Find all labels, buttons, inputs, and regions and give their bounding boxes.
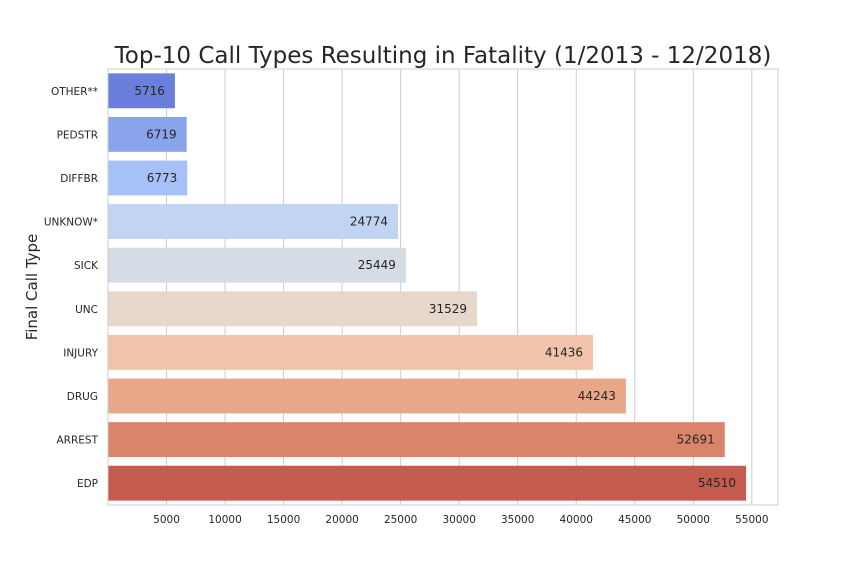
x-tick-label: 35000 — [501, 514, 534, 526]
y-tick-labels: OTHER** PEDSTR DIFFBR UNKNOW* SICK UNC INJURY D… — [44, 86, 99, 490]
data-label: 5716 — [134, 84, 165, 98]
bar — [108, 73, 175, 109]
y-tick-label: SICK — [74, 260, 99, 272]
x-tick-labels: 5000 10000 15000 20000 25000 30000 35000 40000 4… — [153, 514, 768, 526]
data-label: 6773 — [147, 171, 178, 185]
bar — [108, 378, 626, 414]
bar — [108, 465, 747, 501]
x-tick-label: 30000 — [442, 514, 475, 526]
data-label: 54510 — [698, 476, 736, 490]
x-tick-label: 50000 — [677, 514, 710, 526]
data-label: 31529 — [429, 302, 467, 316]
bar — [108, 422, 725, 458]
y-tick-label: INJURY — [63, 347, 98, 359]
y-tick-label: ARREST — [57, 435, 99, 447]
bar — [108, 204, 399, 240]
data-label: 52691 — [677, 433, 715, 447]
y-tick-label: PEDSTR — [57, 129, 98, 141]
bar — [108, 160, 188, 196]
data-labels: 5716 6719 6773 24774 25449 31529 41436 44243 526… — [134, 84, 736, 490]
bar — [108, 334, 594, 370]
bar — [108, 116, 187, 152]
bar — [108, 291, 478, 327]
y-tick-label: EDP — [77, 478, 98, 490]
data-label: 6719 — [146, 127, 177, 141]
plot-frame — [107, 68, 779, 506]
y-axis-label: Final Call Type — [23, 234, 41, 341]
data-label: 41436 — [545, 345, 583, 359]
y-tick-label: UNKNOW* — [44, 217, 98, 229]
x-tick-label: 40000 — [560, 514, 593, 526]
data-label: 44243 — [578, 389, 616, 403]
bars — [108, 73, 747, 501]
y-tick-label: DIFFBR — [60, 173, 98, 185]
x-tick-label: 20000 — [325, 514, 358, 526]
y-tick-label: UNC — [75, 304, 98, 316]
y-tick-label: OTHER** — [51, 86, 98, 98]
bar — [108, 247, 406, 283]
y-tick-label: DRUG — [67, 391, 98, 403]
x-tick-label: 5000 — [153, 514, 180, 526]
x-tick-label: 45000 — [618, 514, 651, 526]
x-tick-label: 25000 — [384, 514, 417, 526]
data-label: 24774 — [350, 215, 388, 229]
chart-title: Top-10 Call Types Resulting in Fatality … — [114, 43, 772, 69]
x-tick-label: 10000 — [208, 514, 241, 526]
x-tick-label: 15000 — [267, 514, 300, 526]
x-tick-label: 55000 — [735, 514, 768, 526]
data-label: 25449 — [358, 258, 396, 272]
